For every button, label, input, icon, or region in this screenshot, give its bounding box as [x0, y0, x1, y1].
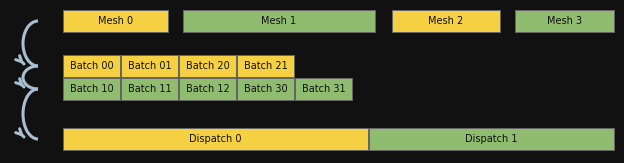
- Text: Batch 20: Batch 20: [185, 61, 230, 71]
- Text: Mesh 2: Mesh 2: [428, 16, 464, 26]
- FancyBboxPatch shape: [369, 128, 614, 150]
- Text: Mesh 0: Mesh 0: [98, 16, 133, 26]
- Text: Batch 11: Batch 11: [128, 84, 172, 94]
- Text: Batch 01: Batch 01: [128, 61, 172, 71]
- Text: Batch 10: Batch 10: [70, 84, 114, 94]
- Text: Dispatch 1: Dispatch 1: [466, 134, 518, 144]
- Text: Mesh 1: Mesh 1: [261, 16, 296, 26]
- FancyBboxPatch shape: [295, 78, 352, 100]
- FancyBboxPatch shape: [63, 10, 168, 32]
- FancyBboxPatch shape: [237, 78, 294, 100]
- Text: Dispatch 0: Dispatch 0: [189, 134, 241, 144]
- Text: Batch 00: Batch 00: [70, 61, 114, 71]
- Text: Batch 21: Batch 21: [243, 61, 288, 71]
- Text: Batch 30: Batch 30: [244, 84, 287, 94]
- Text: Mesh 3: Mesh 3: [547, 16, 582, 26]
- FancyBboxPatch shape: [179, 55, 236, 77]
- FancyBboxPatch shape: [121, 78, 178, 100]
- FancyBboxPatch shape: [392, 10, 500, 32]
- FancyBboxPatch shape: [63, 55, 120, 77]
- FancyBboxPatch shape: [121, 55, 178, 77]
- Text: Batch 31: Batch 31: [301, 84, 345, 94]
- FancyBboxPatch shape: [63, 128, 368, 150]
- FancyBboxPatch shape: [237, 55, 294, 77]
- Text: Batch 12: Batch 12: [185, 84, 230, 94]
- FancyBboxPatch shape: [63, 78, 120, 100]
- FancyBboxPatch shape: [179, 78, 236, 100]
- FancyBboxPatch shape: [515, 10, 614, 32]
- FancyBboxPatch shape: [183, 10, 375, 32]
